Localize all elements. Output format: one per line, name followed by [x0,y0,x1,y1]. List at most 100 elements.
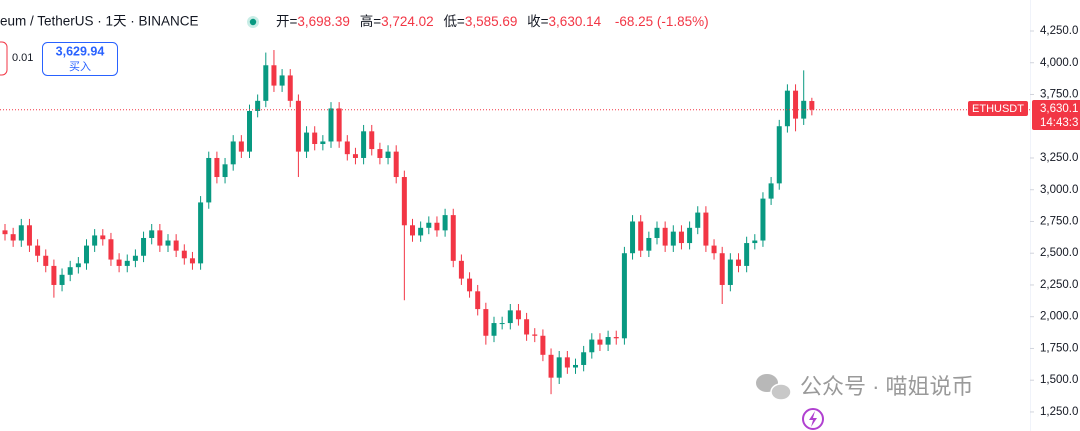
buy-button[interactable] [42,42,118,76]
candle-body [809,101,815,110]
candle-body [434,222,440,231]
candle-body [507,310,513,324]
candle-body [84,245,89,264]
candle-body [271,65,277,86]
candle-body [581,352,587,365]
candle-body [336,108,342,142]
candle-body [597,339,603,345]
candle-body [613,337,619,339]
low-label: 低= [443,14,464,29]
close-label: 收= [527,14,549,29]
candle-body [605,337,611,345]
candle-body [801,100,807,119]
candle-body [491,323,497,336]
candle-body [589,339,595,353]
candle-body [385,151,391,158]
ohlc-legend: 开=3,698.39 高=3,724.02 低=3,585.69 收=3,630… [276,13,709,29]
candle-body [189,258,195,264]
candle-body [499,323,505,325]
candle-body [711,245,717,254]
candle-body [744,243,750,266]
candle-body [132,255,138,261]
open-value: 3,698.39 [297,14,350,29]
candle-body [230,141,236,165]
candle-body [393,151,399,178]
candle-body [401,177,407,226]
candle-body [638,221,644,251]
candle-body [784,90,790,127]
candle-body [247,110,252,152]
candle-body [564,357,570,368]
candle-body [26,225,32,246]
candle-body [255,100,261,111]
candle-body [458,260,464,279]
candle-body [92,235,98,246]
price-tag-price: 3,630.1 [1040,103,1078,115]
status-dot [249,18,257,26]
candle-body [532,334,538,336]
candle-body [344,141,350,155]
candle-body [678,231,684,244]
candle-body [59,274,65,285]
candle-body [198,202,204,264]
high-label: 高= [360,13,381,29]
y-tick-label: 3,750.0 [1040,89,1078,101]
candle-body [475,291,481,310]
candle-body [719,253,725,285]
high-value: 3,724.02 [381,14,434,29]
candle-body [442,215,448,231]
candle-body [295,100,301,152]
y-tick-label: 2,500.0 [1040,247,1078,259]
y-tick-label: 3,250.0 [1040,152,1078,164]
symbol-title: eum / TetherUS · 1天 · BINANCE [0,14,199,29]
candle-body [483,309,489,336]
candle-body [646,237,652,251]
candle-body [548,354,554,378]
candle-body [320,141,326,145]
y-tick-label: 2,250.0 [1040,279,1078,291]
candle-body [173,240,179,251]
candle-body [670,231,676,246]
candle-body [369,131,375,150]
candle-body [727,259,733,285]
low-value: 3,585.69 [465,14,518,29]
candle-body [287,75,293,101]
candle-body [35,245,41,256]
y-tick-label: 1,250.0 [1040,406,1078,418]
candle-body [768,183,774,199]
candle-body [540,335,546,355]
candle-body [573,364,578,368]
candle-body [450,215,456,261]
quantity: 0.01 [12,52,33,64]
y-tick-label: 1,500.0 [1040,374,1078,386]
candle-body [515,310,521,320]
candle-body [165,240,171,246]
change-value: -68.25 (-1.85%) [615,14,709,29]
candle-body [51,265,57,285]
candle-body [100,235,106,240]
candle-body [418,227,424,236]
candle-body [181,250,187,259]
candle-body [467,278,473,292]
candle-body [752,240,758,244]
candle-body [328,108,334,142]
price-tag [1032,100,1080,130]
candle-body [695,212,701,228]
candle-body [687,227,693,244]
plot-area [0,50,1030,395]
y-tick-label: 4,000.0 [1040,57,1078,69]
candle-body [157,230,163,246]
candle-body [426,222,432,228]
candle-body [760,198,766,241]
candle-body [361,131,367,158]
candle-body [377,149,383,158]
sell-button[interactable] [0,41,8,76]
buy-price: 3,629.94 [56,44,105,58]
candle-body [630,221,636,254]
candle-body [67,267,73,275]
candle-body [279,75,285,86]
candle-body [18,225,24,241]
candle-body [703,212,709,246]
y-tick-label: 3,000.0 [1040,184,1078,196]
